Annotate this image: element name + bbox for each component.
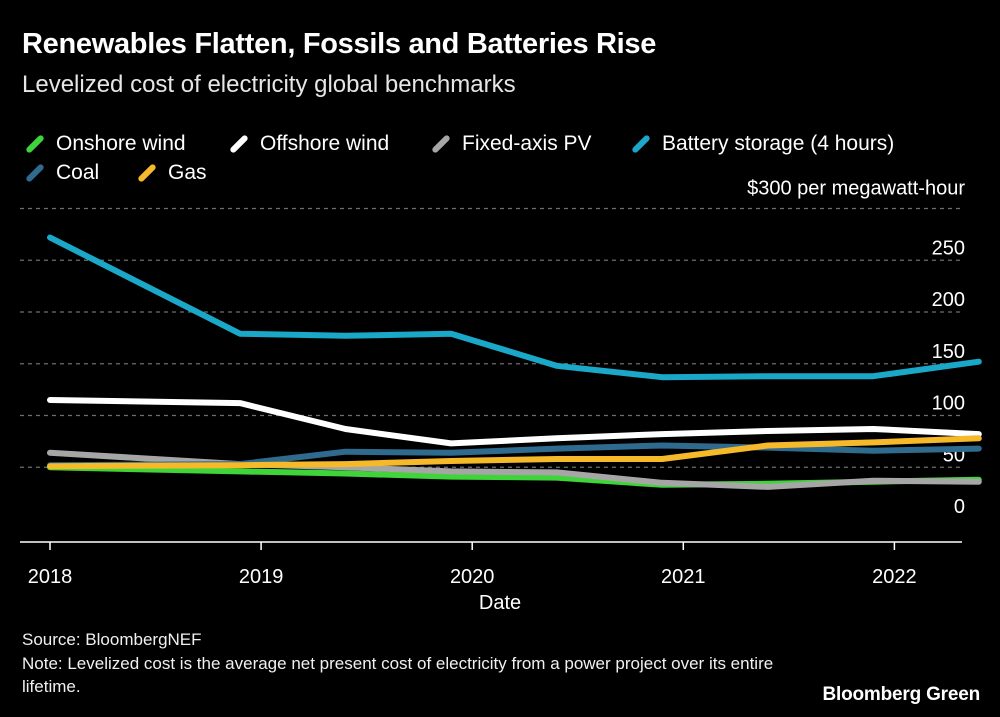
x-tick-label: 2022 bbox=[872, 566, 917, 588]
legend-label: Fixed-axis PV bbox=[462, 132, 592, 155]
note-line-2: lifetime. bbox=[22, 677, 81, 696]
y-tick-label: 150 bbox=[932, 341, 965, 363]
series-line-offshore-wind bbox=[47, 397, 982, 447]
x-tick-label: 2021 bbox=[661, 566, 706, 588]
chart-title: Renewables Flatten, Fossils and Batterie… bbox=[22, 28, 657, 60]
y-tick-label: 250 bbox=[932, 237, 965, 259]
x-axis-title: Date bbox=[479, 592, 521, 614]
legend-label: Coal bbox=[56, 161, 100, 184]
series-line-gas bbox=[47, 435, 982, 470]
legend-label: Battery storage (4 hours) bbox=[662, 132, 895, 155]
source-note: Source: BloombergNEF bbox=[22, 630, 202, 649]
legend-item: Fixed-axis PV bbox=[430, 132, 592, 156]
legend-label: Onshore wind bbox=[56, 132, 186, 155]
y-tick-label: 100 bbox=[932, 393, 965, 415]
brand-logo: Bloomberg Green bbox=[822, 684, 981, 705]
x-tick-label: 2020 bbox=[450, 566, 495, 588]
legend-item: Coal bbox=[24, 161, 99, 185]
x-tick-label: 2019 bbox=[239, 566, 284, 588]
y-axis-unit-label: $300 per megawatt-hour bbox=[747, 178, 965, 200]
legend-item: Offshore wind bbox=[228, 132, 389, 156]
legend-label: Offshore wind bbox=[260, 132, 390, 155]
x-tick-label: 2018 bbox=[28, 566, 73, 588]
legend-item: Onshore wind bbox=[24, 132, 186, 156]
y-tick-label: 0 bbox=[954, 496, 965, 518]
note-line-1: Note: Levelized cost is the average net … bbox=[22, 654, 774, 673]
series-line-battery-storage-4-hours bbox=[47, 234, 982, 381]
series-line-coal bbox=[47, 442, 982, 469]
legend-item: Battery storage (4 hours) bbox=[630, 132, 894, 156]
legend-label: Gas bbox=[168, 161, 207, 184]
y-tick-label: 200 bbox=[932, 289, 965, 311]
chart-subtitle: Levelized cost of electricity global ben… bbox=[22, 71, 516, 98]
legend-item: Gas bbox=[136, 161, 207, 185]
